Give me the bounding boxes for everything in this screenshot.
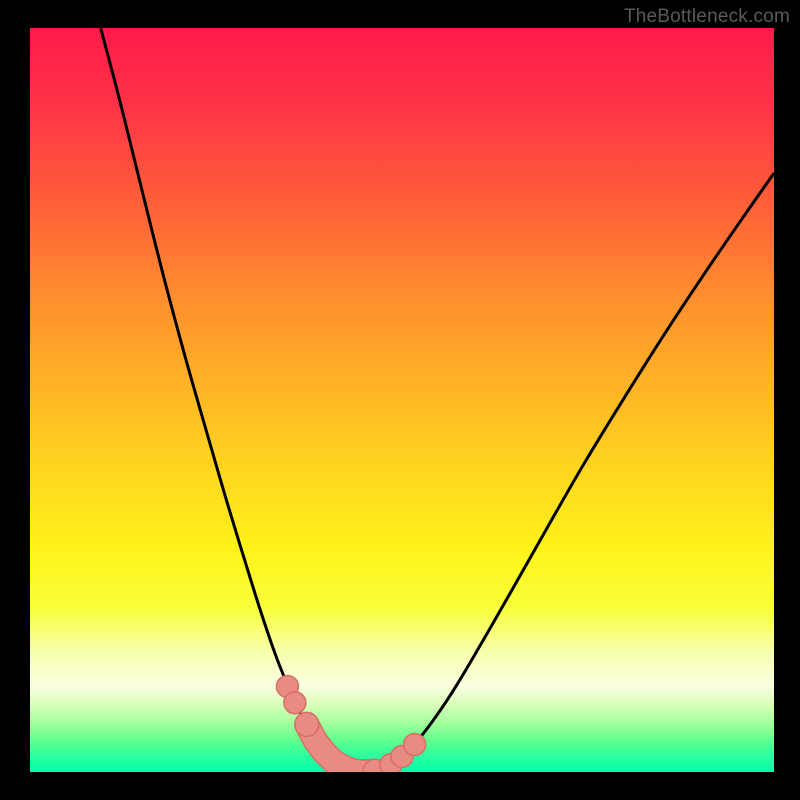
plot-area — [30, 28, 774, 772]
marker-point — [284, 692, 306, 714]
chart-container: TheBottleneck.com — [0, 0, 800, 800]
chart-svg — [30, 28, 774, 772]
marker-point — [404, 733, 426, 755]
marker-band-cap — [295, 712, 319, 736]
watermark-label: TheBottleneck.com — [624, 6, 790, 28]
